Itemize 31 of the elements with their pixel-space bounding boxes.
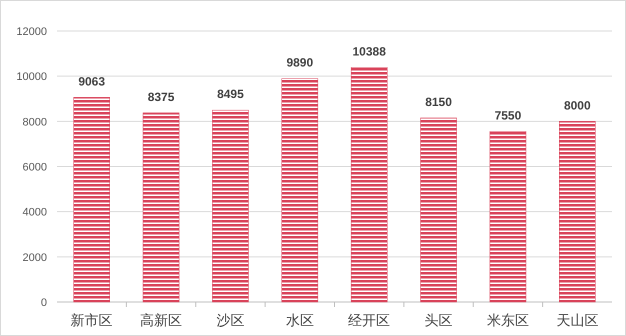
data-label: 8150 <box>425 94 452 109</box>
bar <box>420 118 457 302</box>
bar <box>490 131 526 302</box>
x-tick-label: 头区 <box>424 312 453 328</box>
x-tick-label: 经开区 <box>348 312 390 328</box>
x-tick-label: 水区 <box>286 312 314 328</box>
data-label: 8375 <box>148 90 175 104</box>
bar <box>142 112 180 302</box>
data-label: 9890 <box>286 56 314 70</box>
x-tick-label: 天山区 <box>556 312 598 328</box>
bar <box>282 78 318 302</box>
x-tick-label: 沙区 <box>216 312 244 328</box>
data-label: 7550 <box>494 108 522 122</box>
bar <box>559 121 596 302</box>
bar <box>350 67 388 302</box>
bar <box>73 97 110 302</box>
y-tick-label: 0 <box>40 297 47 309</box>
y-tick-label: 4000 <box>22 206 47 219</box>
x-tick-label: 米东区 <box>486 312 529 328</box>
bar <box>212 110 249 302</box>
x-tick-label: 新市区 <box>70 312 113 328</box>
data-label: 8000 <box>564 98 591 112</box>
data-label: 8495 <box>217 87 244 102</box>
y-tick-label: 10000 <box>16 71 47 84</box>
y-tick-label: 6000 <box>22 162 47 174</box>
x-tick-label: 高新区 <box>140 312 182 328</box>
y-tick-label: 2000 <box>22 252 47 264</box>
y-tick-label: 12000 <box>16 26 47 38</box>
data-label: 9063 <box>78 74 106 88</box>
data-label: 10388 <box>352 44 386 58</box>
y-tick-label: 8000 <box>22 116 47 128</box>
